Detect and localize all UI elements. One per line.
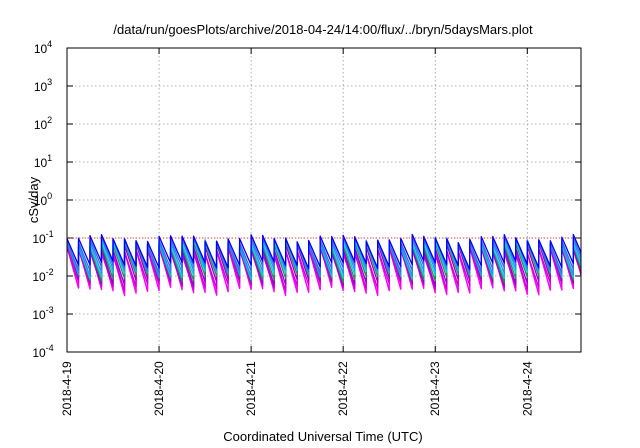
x-tick-labels: 2018-4-19 2018-4-20 2018-4-21 2018-4-22 2018… — [60, 361, 534, 416]
y-tick-label: 100 — [34, 191, 52, 208]
x-tick-label: 2018-4-24 — [520, 361, 534, 416]
x-tick-label: 2018-4-22 — [336, 361, 350, 416]
y-tick-labels: 10-4 10-3 10-2 10-1 100 101 102 103 104 — [32, 39, 53, 360]
x-tick-label: 2018-4-19 — [60, 361, 74, 416]
grid — [66, 47, 581, 353]
x-tick-label: 2018-4-23 — [428, 361, 442, 416]
chart-title: /data/run/goesPlots/archive/2018-04-24/1… — [113, 22, 533, 37]
y-tick-label: 10-3 — [32, 305, 53, 322]
x-tick-label: 2018-4-20 — [152, 361, 166, 416]
series-line — [66, 247, 582, 292]
x-axis-label: Coordinated Universal Time (UTC) — [223, 429, 422, 444]
y-tick-label: 102 — [34, 115, 52, 132]
y-tick-label: 10-1 — [32, 229, 53, 246]
y-tick-label: 101 — [34, 153, 52, 170]
series-line — [66, 236, 582, 277]
x-tick-label: 2018-4-21 — [244, 361, 258, 416]
y-axis-label: cSv/day — [26, 176, 41, 223]
series-layer — [66, 233, 582, 297]
y-tick-label: 104 — [34, 39, 52, 56]
y-tick-label: 103 — [34, 77, 52, 94]
series-line — [66, 233, 582, 271]
series-line — [66, 235, 582, 274]
y-tick-label: 10-4 — [32, 343, 53, 360]
plot-frame — [66, 47, 582, 353]
y-tick-label: 10-2 — [32, 267, 53, 284]
